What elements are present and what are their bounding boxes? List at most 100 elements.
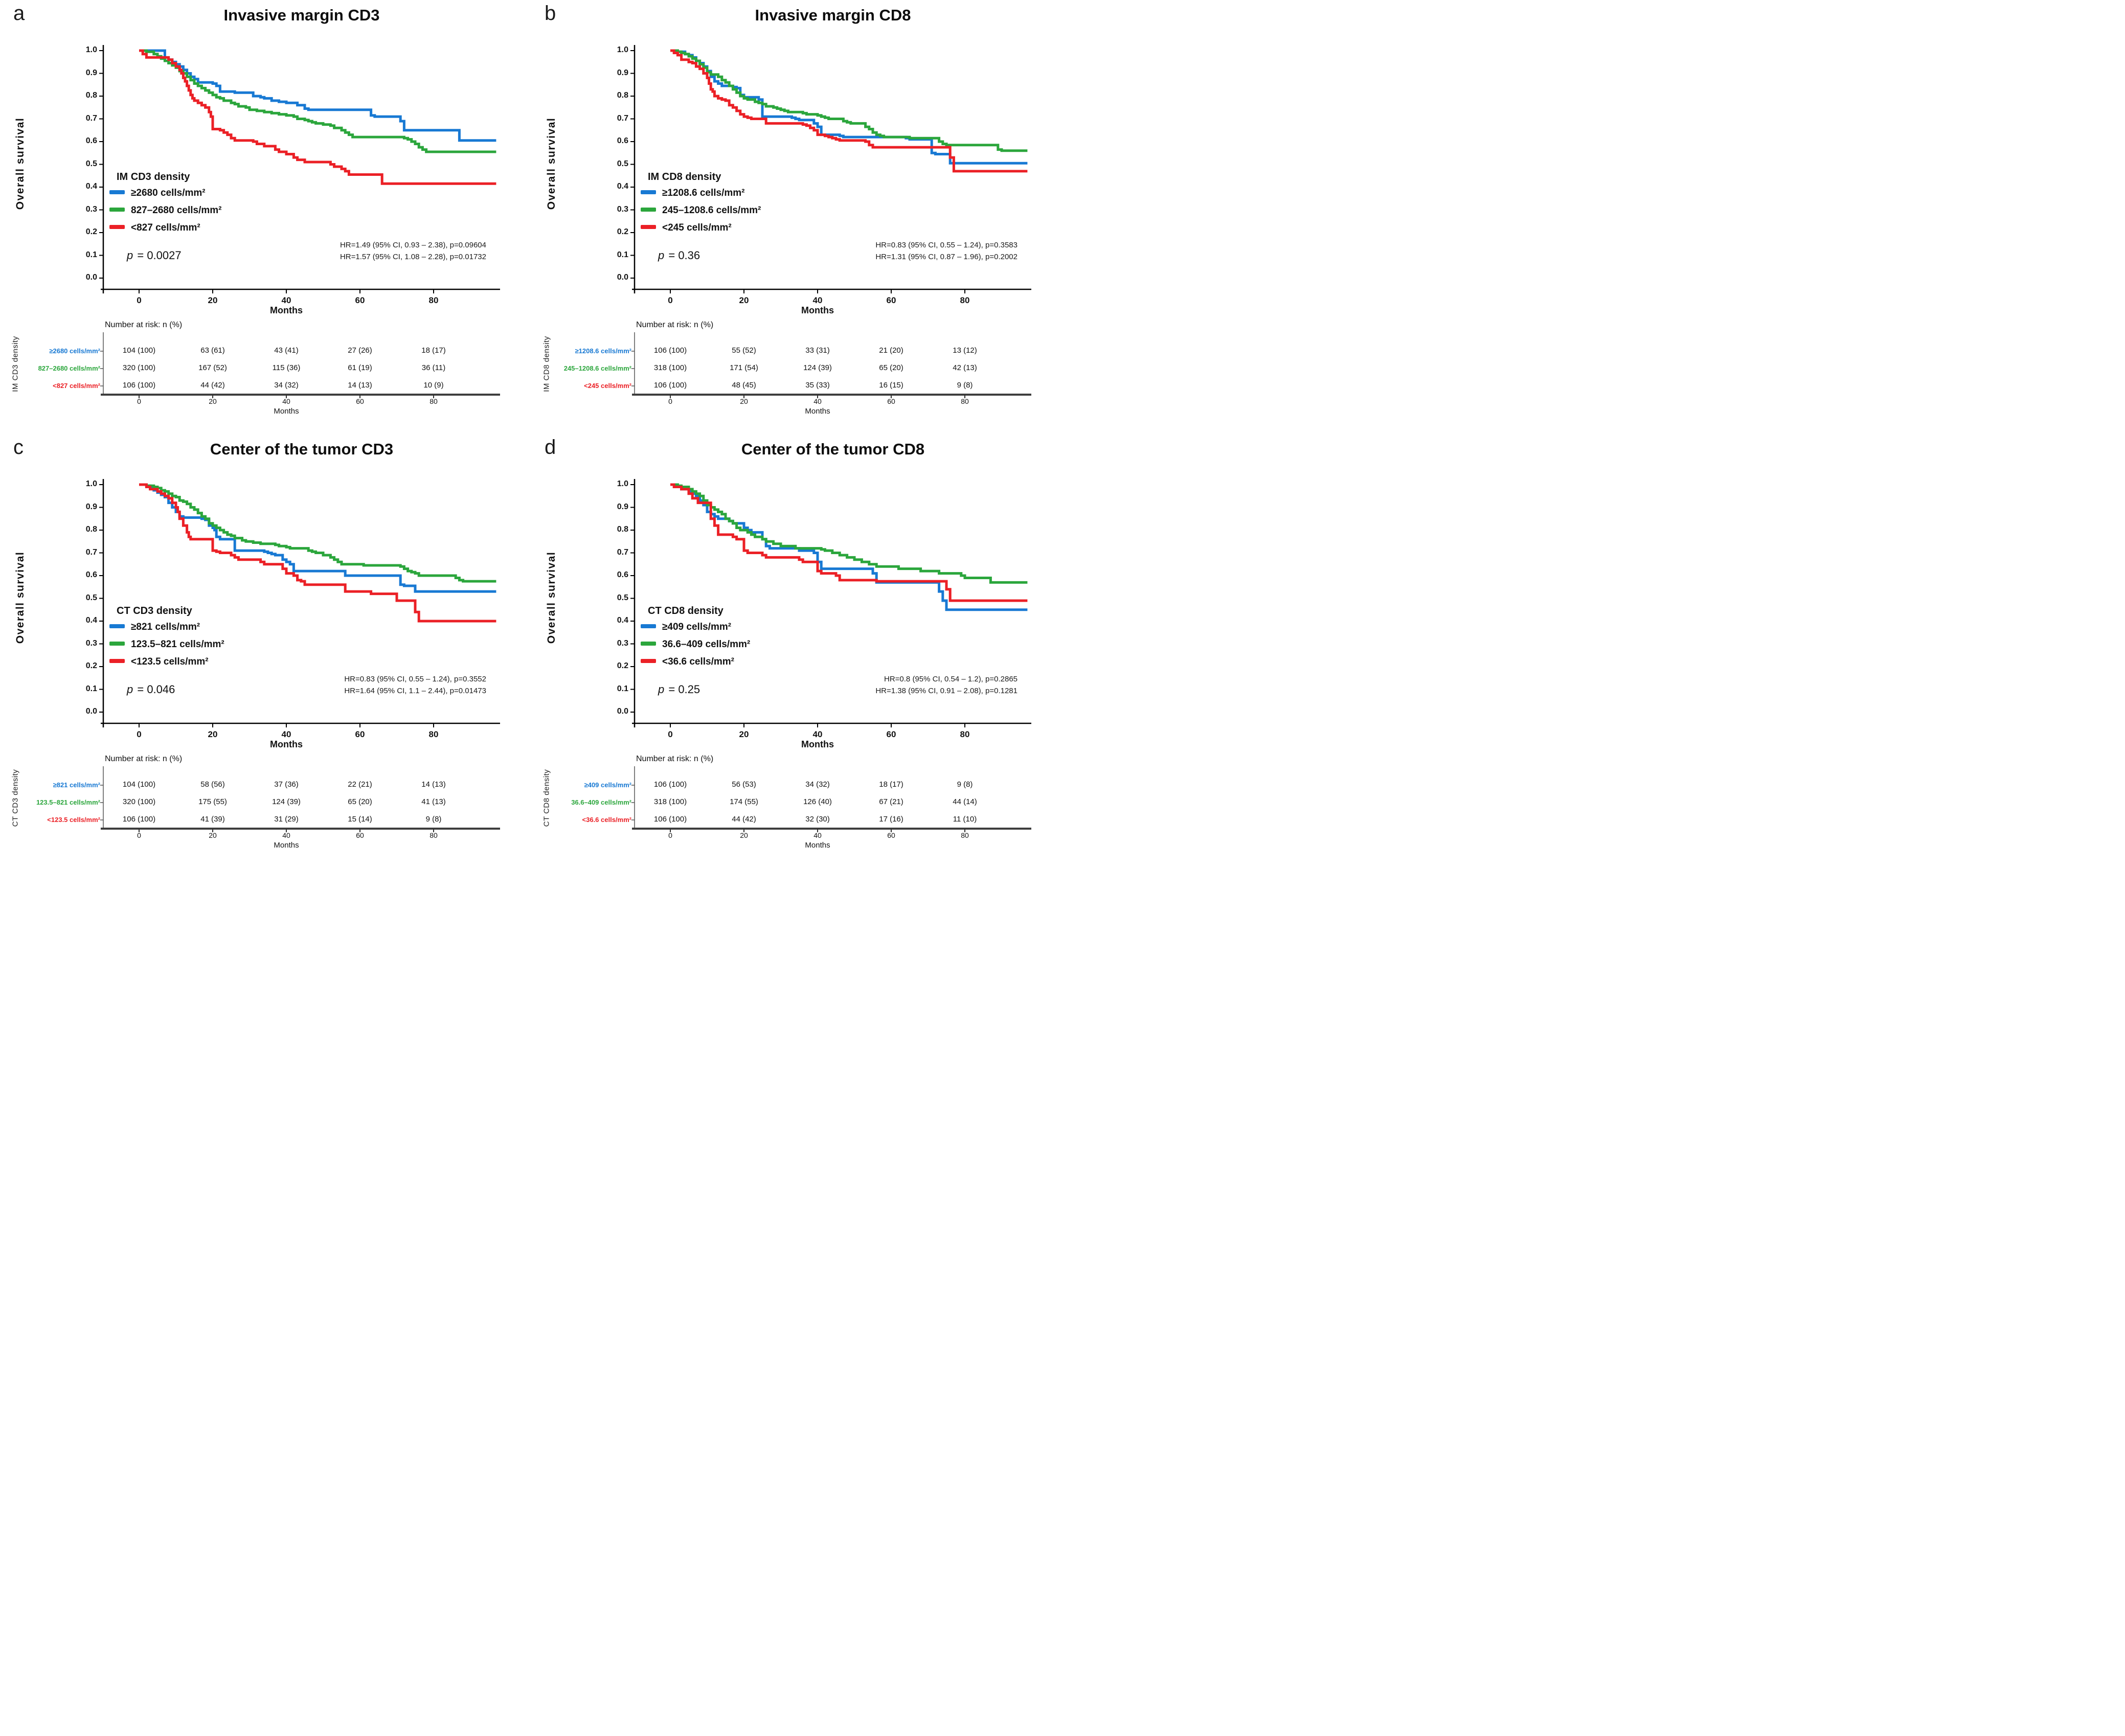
legend-item-label: <123.5 cells/mm² <box>131 656 209 667</box>
risk-tick-label: 80 <box>961 397 969 405</box>
risk-cell: 175 (55) <box>198 797 227 806</box>
risk-table-header: Number at risk: n (%) <box>636 755 714 763</box>
risk-row-label: 123.5–821 cells/mm² <box>36 798 100 806</box>
hr-annotation: HR=0.8 (95% CI, 0.54 – 1.2), p=0.2865 HR… <box>875 673 1018 697</box>
y-tick-label: 0.7 <box>617 547 628 557</box>
p-value: p = 0.36 <box>658 249 700 262</box>
km-curve-blue <box>670 483 1028 611</box>
y-tick-label: 0.1 <box>85 684 97 693</box>
risk-row-label: 36.6–409 cells/mm² <box>571 798 631 806</box>
y-tick-label: 0.9 <box>85 68 97 77</box>
x-tick-label: 20 <box>208 295 218 305</box>
legend-swatch-red <box>109 659 125 663</box>
hr-annotation: HR=0.83 (95% CI, 0.55 – 1.24), p=0.3583 … <box>875 239 1018 263</box>
legend-item: 36.6–409 cells/mm² <box>641 639 750 651</box>
p-value: p = 0.0027 <box>127 249 182 262</box>
panel-d: d Center of the tumor CD8 Overall surviv… <box>531 434 1062 868</box>
x-tick-label: 0 <box>668 295 673 305</box>
y-tick-label: 0.8 <box>617 91 628 100</box>
y-tick-label: 0.3 <box>85 204 97 214</box>
legend-swatch-green <box>641 208 656 212</box>
risk-cell: 42 (13) <box>953 363 977 372</box>
risk-tick-label: 0 <box>137 397 141 405</box>
risk-table-header: Number at risk: n (%) <box>105 755 183 763</box>
x-axis-label: Months <box>270 739 303 749</box>
x-axis-label: Months <box>801 739 834 749</box>
risk-tick-label: 40 <box>282 397 290 405</box>
legend-item-label: ≥1208.6 cells/mm² <box>662 188 745 198</box>
p-value: p = 0.046 <box>127 683 175 696</box>
risk-cell: 22 (21) <box>348 780 372 789</box>
y-tick-label: 0.4 <box>85 182 97 191</box>
risk-cell: 44 (42) <box>732 815 756 824</box>
risk-row-label: <123.5 cells/mm² <box>47 816 100 824</box>
y-tick-label: 0.8 <box>85 525 97 534</box>
y-tick-label: 0.4 <box>85 616 97 625</box>
x-tick-label: 80 <box>428 729 439 739</box>
p-value-text: = 0.0027 <box>134 249 182 262</box>
legend-item-label: 36.6–409 cells/mm² <box>662 639 751 650</box>
risk-cell: 9 (8) <box>957 780 973 789</box>
x-tick-label: 20 <box>739 295 749 305</box>
p-value-text: = 0.046 <box>134 683 175 696</box>
risk-cell: 36 (11) <box>421 363 446 372</box>
legend-swatch-green <box>641 642 656 646</box>
legend-item: <245 cells/mm² <box>641 222 732 235</box>
y-tick-label: 0.5 <box>617 159 628 168</box>
risk-tick-label: 20 <box>209 831 217 839</box>
y-tick-label: 0.0 <box>617 273 628 282</box>
p-value-symbol: p <box>658 683 665 696</box>
risk-x-axis-label: Months <box>805 841 830 850</box>
x-tick-label: 60 <box>886 295 896 305</box>
risk-cell: 34 (32) <box>274 381 299 390</box>
x-tick-label: 20 <box>208 729 218 739</box>
y-tick-label: 0.6 <box>85 570 97 579</box>
legend-item: <36.6 cells/mm² <box>641 656 734 669</box>
legend-item-label: 123.5–821 cells/mm² <box>131 639 224 650</box>
km-plot-b <box>630 45 1031 398</box>
risk-tick-label: 0 <box>668 831 672 839</box>
legend-swatch-blue <box>109 190 125 194</box>
hr-annotation: HR=1.49 (95% CI, 0.93 – 2.38), p=0.09604… <box>340 239 486 263</box>
y-tick-label: 0.7 <box>617 113 628 123</box>
km-curve-red <box>139 49 496 185</box>
risk-cell: 44 (42) <box>200 381 225 390</box>
risk-cell: 9 (8) <box>957 381 973 390</box>
hr-line-1: HR=1.49 (95% CI, 0.93 – 2.38), p=0.09604 <box>340 241 486 249</box>
panel-a: a Invasive margin CD3 Overall survival M… <box>0 0 531 434</box>
risk-cell: 15 (14) <box>348 815 372 824</box>
hr-line-2: HR=1.57 (95% CI, 1.08 – 2.28), p=0.01732 <box>340 253 486 261</box>
y-axis-label: Overall survival <box>14 117 26 210</box>
legend-swatch-red <box>109 225 125 229</box>
risk-tick-label: 60 <box>356 397 364 405</box>
risk-tick-label: 0 <box>668 397 672 405</box>
panel-title: Center of the tumor CD3 <box>210 440 394 458</box>
legend-item-label: 827–2680 cells/mm² <box>131 205 222 216</box>
y-tick-label: 0.5 <box>85 159 97 168</box>
risk-cell: 106 (100) <box>653 346 687 355</box>
risk-cell: 14 (13) <box>421 780 446 789</box>
risk-cell: 18 (17) <box>421 346 446 355</box>
risk-axis-label: CT CD8 density <box>542 769 551 827</box>
risk-cell: 65 (20) <box>348 797 372 806</box>
x-tick-label: 40 <box>812 729 823 739</box>
risk-tick-label: 80 <box>429 831 438 839</box>
risk-cell: 31 (29) <box>274 815 299 824</box>
km-curve-red <box>670 49 1028 173</box>
legend-swatch-blue <box>641 624 656 628</box>
y-tick-label: 0.6 <box>617 136 628 145</box>
legend-swatch-red <box>641 225 656 229</box>
hr-line-1: HR=0.83 (95% CI, 0.55 – 1.24), p=0.3583 <box>875 241 1018 249</box>
panel-letter: d <box>545 436 556 459</box>
risk-cell: 63 (61) <box>200 346 225 355</box>
legend-item: ≥821 cells/mm² <box>109 622 200 634</box>
risk-cell: 106 (100) <box>653 381 687 390</box>
legend-item-label: <827 cells/mm² <box>131 222 200 233</box>
y-tick-label: 0.2 <box>617 661 628 670</box>
risk-cell: 16 (15) <box>879 381 903 390</box>
risk-cell: 167 (52) <box>198 363 227 372</box>
y-axis-label: Overall survival <box>546 551 557 644</box>
risk-cell: 9 (8) <box>425 815 442 824</box>
x-tick-label: 80 <box>960 729 970 739</box>
legend-title: CT CD3 density <box>117 605 192 616</box>
